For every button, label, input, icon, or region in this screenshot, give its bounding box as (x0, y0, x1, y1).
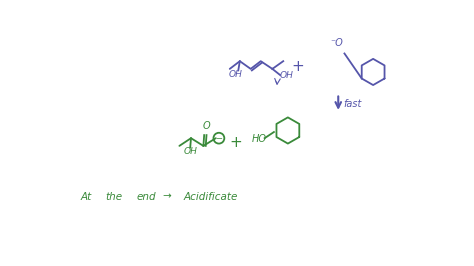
Text: ⁻O: ⁻O (330, 38, 343, 48)
Text: +: + (292, 59, 304, 74)
Text: O: O (202, 121, 210, 131)
Text: →: → (162, 192, 171, 202)
Text: Acidificate: Acidificate (183, 192, 237, 202)
Text: +: + (229, 135, 242, 149)
Text: the: the (106, 192, 123, 202)
Text: −: − (215, 134, 222, 143)
Text: OH: OH (229, 70, 243, 79)
Text: end: end (137, 192, 156, 202)
Text: OH: OH (184, 147, 198, 156)
Text: At: At (81, 192, 92, 202)
Text: fast: fast (344, 99, 362, 109)
Text: HO: HO (251, 134, 266, 144)
Text: OH: OH (279, 71, 293, 80)
